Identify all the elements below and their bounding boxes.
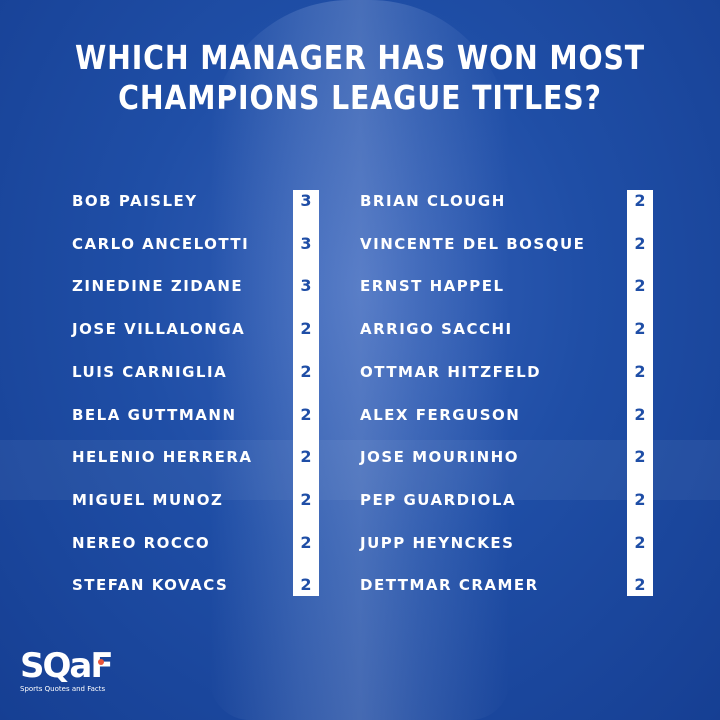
stadium-band-background [0,440,720,500]
manager-name: JUPP HEYNCKES [360,533,515,552]
manager-name: OTTMAR HITZFELD [360,362,542,381]
left-count-strip [293,190,319,596]
manager-name: ALEX FERGUSON [360,405,521,424]
manager-name: PEP GUARDIOLA [360,490,517,509]
title-count: 2 [300,489,312,509]
logo-mark: SQaF [20,646,114,686]
title-count: 2 [634,575,646,595]
title-count: 2 [300,361,312,381]
title-count: 3 [300,233,312,253]
manager-name: MIGUEL MUNOZ [72,490,224,509]
manager-name: ERNST HAPPEL [360,277,505,296]
manager-name: HELENIO HERRERA [72,448,253,467]
page-title: WHICH MANAGER HAS WON MOST CHAMPIONS LEA… [50,38,669,118]
title-count: 2 [300,532,312,552]
title-count: 2 [634,361,646,381]
manager-name: CARLO ANCELOTTI [72,234,250,253]
title-line-2: CHAMPIONS LEAGUE TITLES? [118,78,602,117]
title-line-1: WHICH MANAGER HAS WON MOST [74,38,646,77]
manager-name: JOSE MOURINHO [360,448,519,467]
title-count: 2 [300,575,312,595]
manager-name: STEFAN KOVACS [72,576,229,595]
logo-tagline: Sports Quotes and Facts [20,685,106,693]
manager-name: LUIS CARNIGLIA [72,362,228,381]
title-count: 2 [634,532,646,552]
logo-dot [97,659,104,665]
manager-name: BOB PAISLEY [72,192,198,210]
title-count: 2 [300,319,312,339]
title-count: 2 [634,489,646,509]
manager-name: ZINEDINE ZIDANE [72,277,244,296]
title-count: 3 [300,191,312,210]
title-count: 2 [634,319,646,339]
manager-name: VINCENTE DEL BOSQUE [360,234,586,253]
title-count: 2 [300,447,312,467]
right-count-strip [627,190,653,596]
manager-name: JOSE VILLALONGA [72,320,246,339]
title-count: 3 [300,276,312,296]
title-count: 2 [634,191,646,210]
trophy-background-image [210,0,510,720]
title-count: 2 [634,233,646,253]
manager-name: NEREO ROCCO [72,533,211,552]
title-count: 2 [634,447,646,467]
manager-name: BELA GUTTMANN [72,405,237,424]
manager-name: ARRIGO SACCHI [360,320,513,339]
title-count: 2 [634,404,646,424]
title-count: 2 [300,404,312,424]
sqaf-logo: SQaF Sports Quotes and Facts [20,648,118,694]
title-count: 2 [634,276,646,296]
manager-name: BRIAN CLOUGH [360,192,506,210]
manager-name: DETTMAR CRAMER [360,576,539,595]
